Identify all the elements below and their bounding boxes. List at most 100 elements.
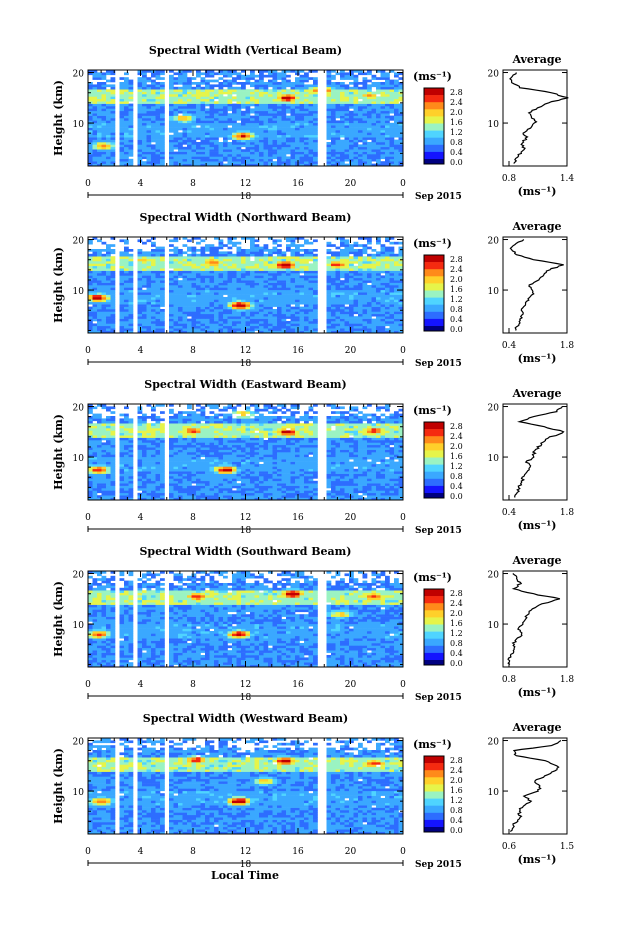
heatmap-cell <box>173 154 179 157</box>
heatmap-cell <box>110 304 116 307</box>
heatmap-cell <box>214 118 219 121</box>
heatmap-cell <box>218 282 224 286</box>
heatmap-cell <box>92 282 98 286</box>
heatmap-cell <box>281 91 287 95</box>
heatmap-cell <box>88 292 93 295</box>
heatmap-cell <box>254 79 260 83</box>
heatmap-cell <box>313 82 318 85</box>
heatmap-cell <box>92 313 98 317</box>
heatmap-cell <box>349 146 354 150</box>
heatmap-cell <box>299 134 305 138</box>
heatmap-cell <box>110 98 116 102</box>
heatmap-cell <box>394 263 399 267</box>
heatmap-cell <box>196 72 201 76</box>
heatmap-cell <box>236 74 242 78</box>
heatmap-cell <box>281 292 287 295</box>
heatmap-cell <box>119 297 125 300</box>
heatmap-cell <box>371 256 377 259</box>
heatmap-cell <box>178 151 183 155</box>
heatmap-cell <box>236 161 242 164</box>
heatmap-cell <box>304 122 309 126</box>
heatmap-cell <box>277 277 282 281</box>
heatmap-cell <box>160 86 165 90</box>
heatmap-cell <box>371 249 377 252</box>
heatmap-cell <box>142 294 147 298</box>
heatmap-cell <box>313 142 318 145</box>
heatmap-cell <box>160 77 165 80</box>
heatmap-cell <box>389 273 395 276</box>
heatmap-cell <box>259 325 264 329</box>
heatmap-cell <box>191 101 197 104</box>
heatmap-cell <box>349 72 354 76</box>
heatmap-cell <box>367 137 372 140</box>
heatmap-cell <box>241 253 246 257</box>
heatmap-cell <box>331 130 336 133</box>
heatmap-cell <box>380 137 386 140</box>
heatmap-cell <box>385 151 390 155</box>
heatmap-cell <box>371 98 377 102</box>
heatmap-cell <box>353 311 359 315</box>
heatmap-cell <box>362 79 368 83</box>
heatmap-cell <box>205 158 210 162</box>
heatmap-cell <box>385 258 390 262</box>
heatmap-cell <box>290 127 296 131</box>
colorbar-frame <box>423 254 445 332</box>
heatmap-cell <box>272 125 278 128</box>
heatmap-cell <box>187 106 192 109</box>
heatmap-cell <box>380 132 386 136</box>
heatmap-cell <box>200 79 206 83</box>
heatmap-cell <box>137 249 143 252</box>
heatmap-cell <box>380 163 386 167</box>
heatmap-cell <box>88 311 93 315</box>
heatmap-cell <box>92 86 98 90</box>
heatmap-cell <box>128 139 134 143</box>
heatmap-cell <box>173 134 179 138</box>
heatmap-cell <box>178 321 183 324</box>
heatmap-cell <box>97 297 102 300</box>
heatmap-cell <box>277 125 282 128</box>
heatmap-cell <box>160 261 165 264</box>
heatmap-cell <box>101 328 107 331</box>
heatmap-cell <box>299 77 305 80</box>
heatmap-cell <box>380 149 386 152</box>
heatmap-cell <box>205 132 210 136</box>
heatmap-cell <box>259 84 264 88</box>
heatmap-cell <box>308 270 314 274</box>
heatmap-cell <box>263 328 269 331</box>
heatmap-cell <box>385 265 390 269</box>
heatmap-cell <box>101 309 107 312</box>
heatmap-cell <box>151 301 156 305</box>
heatmap-cell <box>236 321 242 324</box>
heatmap-cell <box>299 144 305 148</box>
colorbar-swatch <box>424 262 444 270</box>
heatmap-cell <box>398 113 404 116</box>
heatmap-cell <box>151 127 156 131</box>
heatmap-cell <box>295 156 300 160</box>
heatmap-cell <box>272 130 278 133</box>
heatmap-cell <box>205 134 210 138</box>
heatmap-cell <box>146 289 152 293</box>
heatmap-cell <box>389 137 395 140</box>
heatmap-cell <box>101 122 107 126</box>
heatmap-cell <box>344 321 350 324</box>
heatmap-cell <box>358 127 363 131</box>
heatmap-cell <box>371 313 377 317</box>
heatmap-cell <box>205 113 210 116</box>
heatmap-cell <box>223 89 228 92</box>
heatmap-cell <box>101 132 107 136</box>
heatmap-cell <box>263 321 269 324</box>
heatmap-cell <box>218 89 224 92</box>
heatmap-cell <box>290 241 296 245</box>
heatmap-cell <box>137 318 143 322</box>
heatmap-cell <box>146 330 152 334</box>
heatmap-cell <box>376 127 381 131</box>
heatmap-cell <box>367 325 372 329</box>
heatmap-cell <box>160 127 165 131</box>
heatmap-cell <box>380 98 386 102</box>
heatmap-cell <box>205 330 210 334</box>
heatmap-cell <box>308 325 314 329</box>
heatmap-cell <box>245 144 251 148</box>
heatmap-cell <box>335 127 341 131</box>
heatmap-cell <box>371 268 377 271</box>
heatmap-cell <box>277 134 282 138</box>
